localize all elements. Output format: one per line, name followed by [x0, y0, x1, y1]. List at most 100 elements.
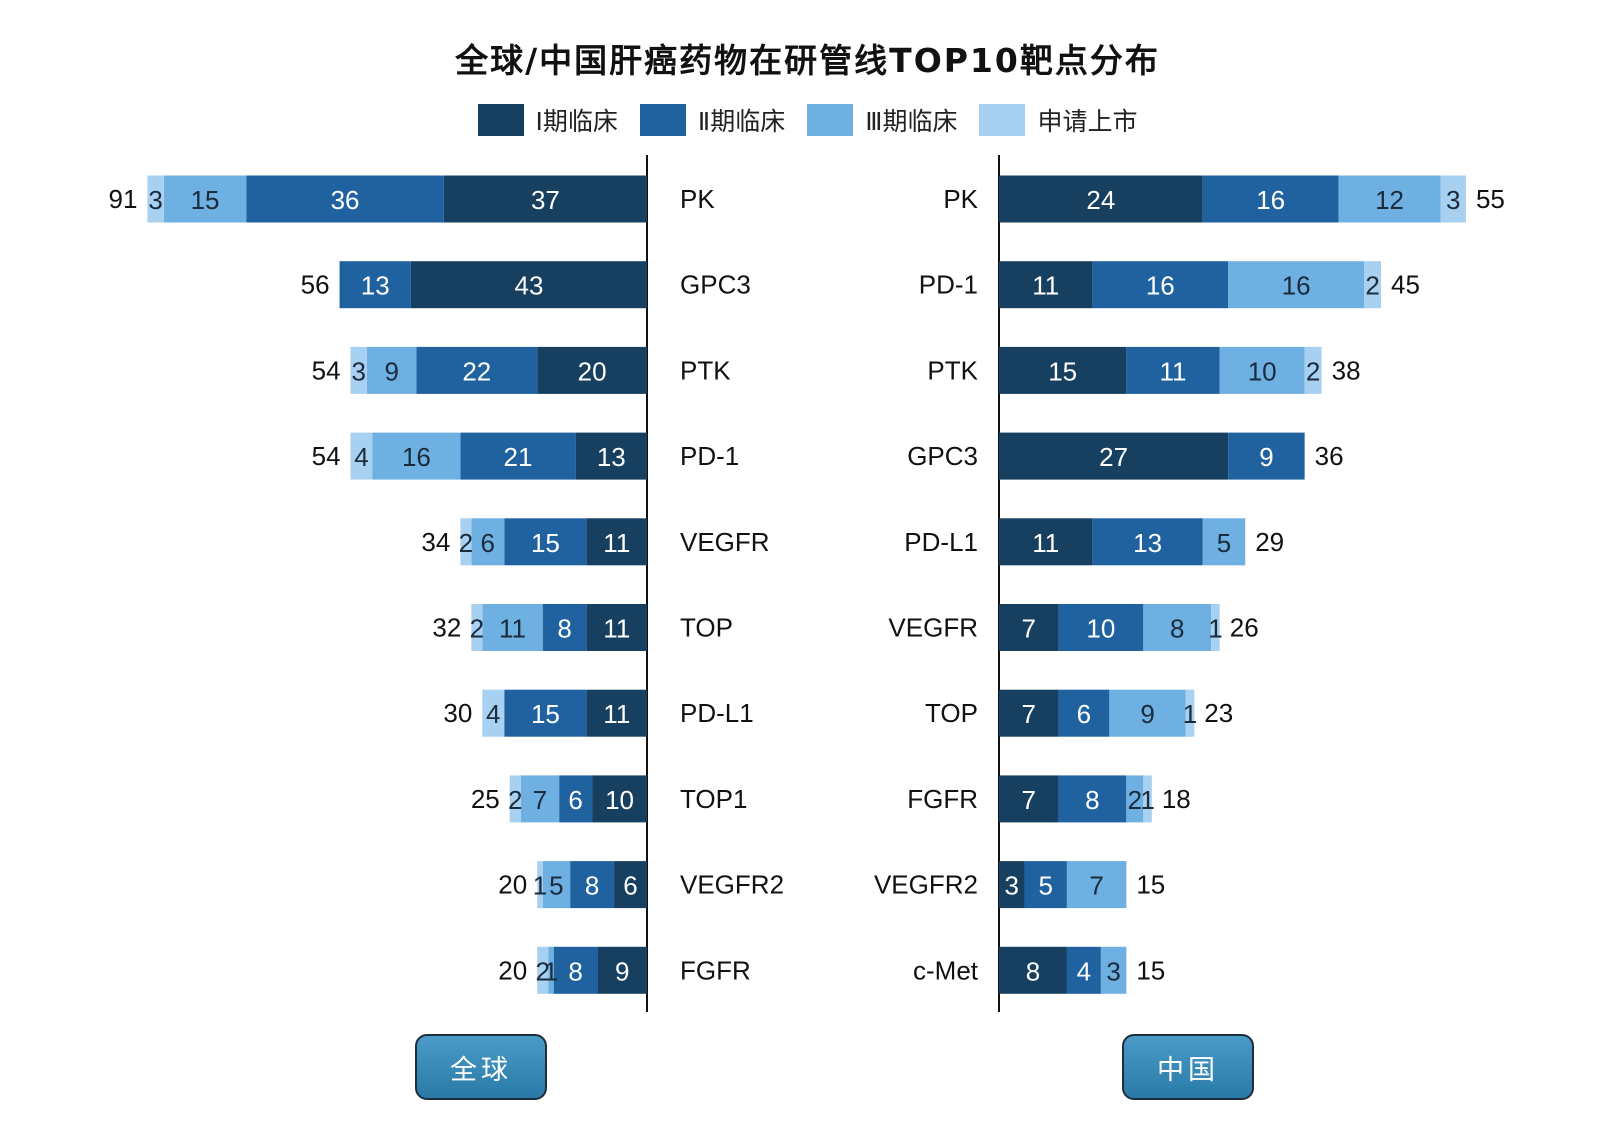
bar-segment — [999, 689, 1059, 737]
bar-segment — [999, 432, 1229, 480]
segment-label: 9 — [615, 956, 629, 986]
bar-segment — [367, 346, 417, 394]
segment-label: 7 — [1021, 614, 1035, 644]
bar-segment — [553, 946, 598, 994]
category-label: PD-1 — [680, 441, 739, 471]
legend-swatch — [639, 104, 686, 136]
china-button[interactable]: 中国 — [1122, 1034, 1254, 1100]
bar-segment — [339, 261, 411, 309]
segment-label: 2 — [1365, 271, 1379, 301]
segment-label: 7 — [533, 785, 547, 815]
segment-label: 10 — [1248, 356, 1277, 386]
segment-label: 24 — [1086, 185, 1115, 215]
bar-segment — [504, 689, 587, 737]
segment-label: 3 — [1446, 185, 1460, 215]
segment-label: 37 — [531, 185, 560, 215]
segment-label: 8 — [585, 871, 599, 901]
bar-segment — [1440, 175, 1466, 223]
segment-label: 12 — [1375, 185, 1404, 215]
category-label: c-Met — [913, 955, 979, 985]
bar-segment — [509, 775, 521, 823]
bar-segment — [1066, 946, 1101, 994]
legend-label: Ⅱ期临床 — [697, 107, 786, 136]
total-label: 54 — [312, 355, 341, 385]
category-label: VEGFR2 — [874, 870, 978, 900]
bar-segment — [999, 346, 1127, 394]
segment-label: 11 — [499, 614, 526, 644]
bar-segment — [471, 604, 483, 651]
segment-label: 8 — [557, 614, 571, 644]
segment-label: 11 — [1032, 271, 1059, 301]
total-label: 23 — [1204, 698, 1233, 728]
segment-label: 5 — [549, 871, 563, 901]
category-label: TOP — [680, 613, 733, 643]
bar-segment — [482, 689, 505, 737]
segment-label: 3 — [1005, 871, 1019, 901]
bar-segment — [1143, 775, 1152, 823]
segment-label: 7 — [1021, 699, 1035, 729]
bar-segment — [999, 175, 1203, 223]
segment-label: 43 — [515, 271, 544, 301]
segment-label: 11 — [603, 528, 630, 558]
segment-label: 5 — [1038, 871, 1052, 901]
segment-label: 2 — [508, 785, 522, 815]
category-label: PK — [943, 184, 978, 214]
segment-label: 7 — [1089, 871, 1103, 901]
category-label: TOP1 — [680, 784, 747, 814]
segment-label: 15 — [531, 699, 560, 729]
category-label: PD-1 — [919, 270, 978, 300]
category-label: PK — [680, 184, 715, 214]
total-label: 18 — [1162, 784, 1191, 814]
segment-label: 22 — [462, 356, 491, 386]
segment-label: 2 — [459, 528, 473, 558]
segment-label: 1 — [1183, 699, 1197, 729]
segment-label: 6 — [481, 528, 495, 558]
segment-label: 13 — [597, 442, 626, 472]
legend-swatch — [807, 104, 854, 136]
total-label: 38 — [1332, 355, 1361, 385]
bar-segment — [1219, 346, 1305, 394]
legend-label: Ⅰ期临床 — [535, 107, 618, 136]
segment-label: 3 — [1106, 956, 1120, 986]
bar-segment — [597, 946, 647, 994]
segment-label: 4 — [486, 699, 500, 729]
total-label: 20 — [498, 955, 527, 985]
segment-label: 16 — [1146, 271, 1175, 301]
segment-label: 11 — [1032, 528, 1059, 558]
bar-segment — [548, 946, 554, 994]
bar-segment — [1126, 775, 1144, 823]
legend-swatch — [979, 104, 1026, 136]
bar-segment — [542, 604, 587, 651]
segment-label: 36 — [331, 185, 360, 215]
bar-segment — [1092, 518, 1203, 566]
segment-label: 4 — [354, 442, 368, 472]
bar-segment — [999, 604, 1059, 651]
bar-segment — [1304, 346, 1322, 394]
category-label: PTK — [927, 355, 978, 385]
category-label: FGFR — [907, 784, 978, 814]
segment-label: 8 — [1085, 785, 1099, 815]
bar-segment — [999, 946, 1067, 994]
total-label: 56 — [301, 270, 330, 300]
bar-segment — [537, 861, 543, 909]
total-label: 54 — [312, 441, 341, 471]
category-label: FGFR — [680, 955, 751, 985]
segment-label: 3 — [352, 356, 366, 386]
bar-segment — [1228, 261, 1365, 309]
bar-segment — [1364, 261, 1382, 309]
bar-segment — [537, 946, 549, 994]
bar-segment — [1202, 175, 1339, 223]
segment-label: 10 — [1086, 614, 1115, 644]
bar-segment — [460, 432, 576, 480]
global-button[interactable]: 全球 — [415, 1034, 547, 1100]
category-label: VEGFR2 — [680, 870, 784, 900]
bar-segment — [1100, 946, 1127, 994]
total-label: 26 — [1230, 613, 1259, 643]
total-label: 25 — [471, 784, 500, 814]
segment-label: 15 — [1048, 356, 1077, 386]
bar-segment — [350, 346, 368, 394]
segment-label: 2 — [535, 956, 549, 986]
bar-segment — [471, 518, 505, 566]
legend-item: Ⅰ期临床 — [477, 102, 618, 138]
segment-label: 21 — [504, 442, 533, 472]
